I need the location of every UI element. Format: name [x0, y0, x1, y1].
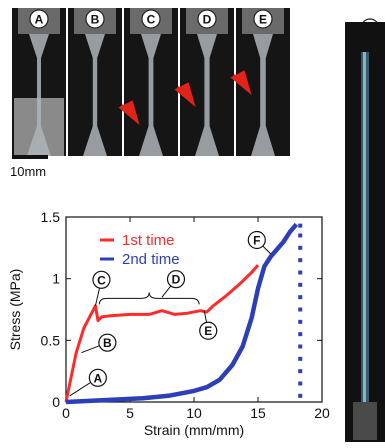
annotation-b: B [81, 333, 117, 354]
annotation-f: F [247, 230, 272, 255]
data-point [298, 332, 303, 337]
panel-label-circle [141, 9, 161, 29]
x-tick-label: 20 [314, 405, 330, 421]
data-point [298, 393, 303, 398]
panel-label-circle [29, 9, 49, 29]
scale-bar-label: 10mm [10, 164, 47, 179]
red-arrow [230, 70, 252, 96]
data-point [298, 245, 303, 250]
chart-annotations: A B C D E F [69, 230, 272, 397]
annotation-a: A [69, 368, 107, 397]
specimen [83, 34, 107, 156]
panel-label: E [259, 13, 267, 27]
annotation-circle [88, 368, 107, 387]
annotation-circle [166, 270, 186, 289]
panel-label: A [35, 13, 44, 27]
data-point [298, 282, 303, 287]
data-point [298, 223, 303, 228]
plateau-brace [98, 292, 200, 305]
data-point [298, 319, 303, 324]
y-tick-label: 1 [52, 271, 60, 287]
panel-label-circle [253, 9, 273, 29]
specimen-f-photo [345, 22, 385, 442]
annotation-label: B [103, 336, 112, 350]
annotation-circle [199, 321, 218, 340]
panel-label: B [91, 13, 100, 27]
x-tick-label: 10 [186, 405, 202, 421]
chart-legend: 1st time 2nd time [100, 232, 180, 268]
panel-label: D [203, 13, 212, 27]
annotation-label: E [204, 324, 212, 338]
scale-bar [12, 155, 48, 159]
stress-strain-chart: 0 5 10 15 20 0 0.5 1 1.5 Strain (mm/mm) Stress (MP… [7, 209, 330, 438]
y-tick-label: 1.5 [41, 209, 61, 225]
data-point [298, 233, 303, 238]
data-point [298, 381, 303, 386]
panel-a: A [12, 8, 66, 156]
data-point [298, 344, 303, 349]
panel-b: B [68, 8, 122, 156]
data-point [298, 369, 303, 374]
series-line-1 [64, 264, 260, 403]
specimen [139, 34, 163, 156]
data-point [298, 295, 303, 300]
series-line-2 [65, 222, 299, 405]
annotation-label: C [97, 273, 106, 287]
specimen [251, 34, 275, 156]
annotation-label: D [172, 273, 181, 287]
x-tick-label: 5 [126, 405, 134, 421]
annotation-d: D [161, 270, 186, 298]
legend-entry: 2nd time [122, 251, 180, 268]
red-arrow [118, 100, 140, 126]
data-point [298, 270, 303, 275]
annotation-circle [247, 230, 266, 250]
panel-label: C [147, 13, 156, 27]
panel-c: C [118, 8, 178, 156]
annotation-e: E [199, 310, 218, 340]
red-arrow [174, 82, 196, 108]
data-point [298, 307, 303, 312]
panel-d: D [174, 8, 234, 156]
chart-series [64, 222, 303, 405]
panel-label-circle [85, 9, 105, 29]
x-tick-label: 15 [250, 405, 266, 421]
y-axis-label: Stress (MPa) [7, 269, 23, 351]
annotation-circle [98, 333, 117, 352]
annotation-c: C [92, 270, 111, 306]
annotation-label: F [253, 234, 260, 248]
x-tick-label: 0 [62, 405, 70, 421]
chart-axes: 0 5 10 15 20 0 0.5 1 1.5 Strain (mm/mm) Stress (MP… [7, 209, 330, 438]
y-tick-label: 0 [52, 394, 60, 410]
data-point [298, 258, 303, 263]
x-axis-label: Strain (mm/mm) [144, 422, 244, 438]
data-point [298, 356, 303, 361]
y-tick-label: 0.5 [41, 332, 61, 348]
panel-e: E [230, 8, 290, 156]
specimen [195, 34, 219, 156]
annotation-label: A [94, 371, 103, 385]
specimen [27, 34, 51, 156]
panel-label-circle [197, 9, 217, 29]
legend-entry: 1st time [122, 232, 175, 249]
annotation-circle [92, 270, 111, 289]
